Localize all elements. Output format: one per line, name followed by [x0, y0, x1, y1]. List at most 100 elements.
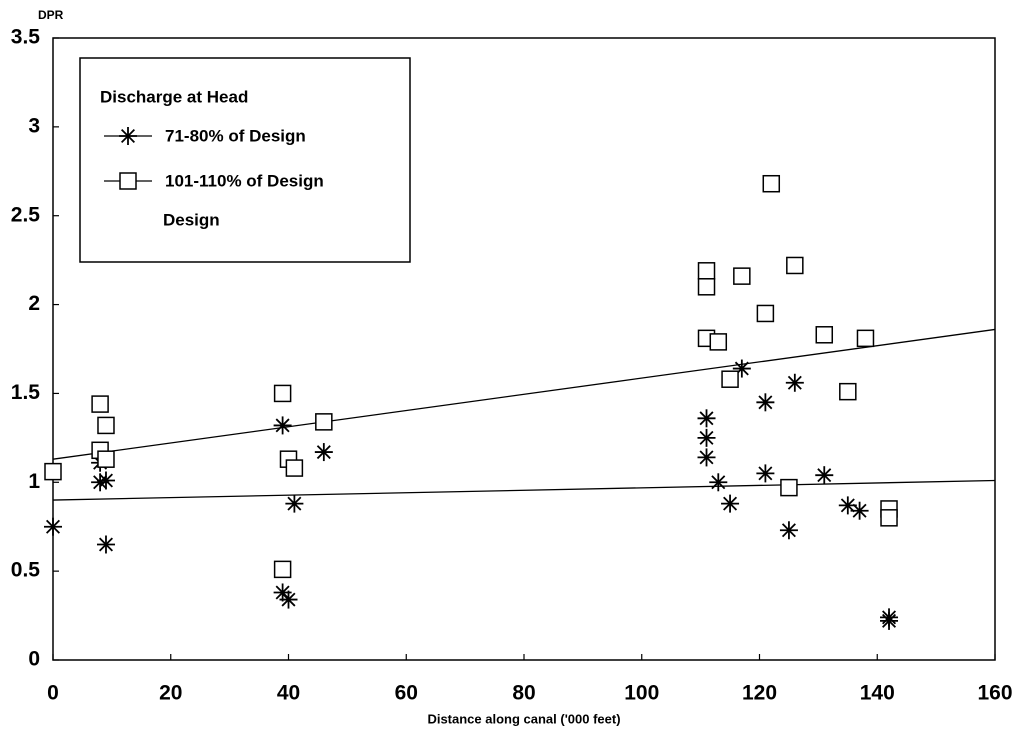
point [697, 262, 716, 280]
star-stroke [817, 468, 832, 483]
point [786, 256, 804, 275]
point [721, 494, 740, 513]
y-axis-label: DPR [38, 8, 64, 22]
square-outline [780, 478, 798, 497]
point [697, 278, 716, 296]
point [97, 416, 115, 435]
square-outline [721, 370, 739, 388]
square-outline [756, 304, 775, 323]
point [44, 517, 62, 536]
point [273, 384, 292, 403]
point [709, 473, 728, 492]
square-outline [315, 413, 333, 431]
x-tick-label: 160 [977, 682, 1012, 705]
point [839, 382, 857, 401]
x-tick-label: 20 [159, 682, 182, 705]
square-outline [273, 560, 292, 579]
legend-label: Design [163, 210, 220, 229]
x-tick-label: 140 [860, 682, 895, 705]
square-outline [91, 395, 109, 413]
point [733, 267, 751, 285]
point [762, 174, 781, 193]
point [96, 535, 115, 554]
square-outline [762, 174, 781, 193]
star-stroke [275, 418, 290, 433]
square-outline [709, 333, 728, 351]
point [756, 464, 775, 483]
point [756, 304, 775, 323]
star-stroke [723, 496, 738, 511]
point [273, 416, 292, 435]
square-outline [97, 416, 115, 435]
square-outline [285, 459, 304, 477]
x-tick-label: 100 [624, 682, 659, 705]
star-stroke [840, 498, 855, 513]
x-tick-label: 0 [47, 682, 59, 705]
point [880, 611, 899, 630]
point [273, 560, 292, 579]
y-tick-label: 3.5 [11, 26, 41, 49]
square-outline [815, 326, 834, 344]
point [285, 459, 304, 477]
point [91, 395, 109, 413]
legend-label: 71-80% of Design [165, 126, 306, 145]
legend-title: Discharge at Head [100, 87, 248, 106]
point [779, 521, 798, 540]
square-outline [273, 384, 292, 403]
y-tick-label: 0 [28, 648, 40, 671]
point [44, 462, 62, 481]
point [97, 450, 115, 468]
star-stroke [758, 466, 773, 481]
point [709, 333, 728, 351]
point [697, 409, 716, 428]
legend-marker [119, 127, 137, 145]
square-outline [119, 172, 137, 190]
point [756, 393, 775, 412]
point [780, 478, 798, 497]
star-stroke [699, 430, 714, 445]
square-outline [839, 382, 857, 401]
star-stroke [287, 496, 302, 511]
legend-box [79, 57, 411, 263]
star-stroke [275, 585, 290, 600]
x-tick-label: 80 [512, 682, 535, 705]
point [732, 359, 751, 378]
star-stroke [882, 613, 897, 628]
square-outline [697, 278, 716, 296]
y-tick-label: 2.5 [11, 203, 41, 226]
y-tick-label: 3 [28, 114, 40, 137]
legend-label: 101-110% of Design [165, 171, 324, 190]
star-stroke [758, 395, 773, 410]
square-outline [44, 462, 62, 481]
star-stroke [316, 445, 331, 460]
point [285, 494, 304, 513]
y-tick-label: 1.5 [11, 381, 41, 404]
star-stroke [93, 475, 108, 490]
point [314, 443, 333, 462]
point [785, 373, 804, 392]
x-tick-label: 120 [742, 682, 777, 705]
x-tick-label: 40 [277, 682, 300, 705]
design-line [52, 479, 996, 501]
point [279, 590, 298, 609]
star-stroke [781, 523, 796, 538]
y-tick-label: 2 [28, 292, 40, 315]
star-stroke [120, 128, 136, 144]
square-outline [880, 509, 898, 527]
point [856, 329, 875, 348]
point [697, 428, 716, 447]
point [697, 448, 716, 467]
point [850, 501, 869, 520]
point [91, 473, 110, 492]
square-outline [733, 267, 751, 285]
star-stroke [98, 537, 113, 552]
star-stroke [787, 375, 802, 390]
star-stroke [699, 450, 714, 465]
star-stroke [699, 411, 714, 426]
design-line [52, 328, 996, 460]
y-tick-label: 0.5 [11, 559, 41, 582]
point [815, 326, 834, 344]
point [721, 370, 739, 388]
